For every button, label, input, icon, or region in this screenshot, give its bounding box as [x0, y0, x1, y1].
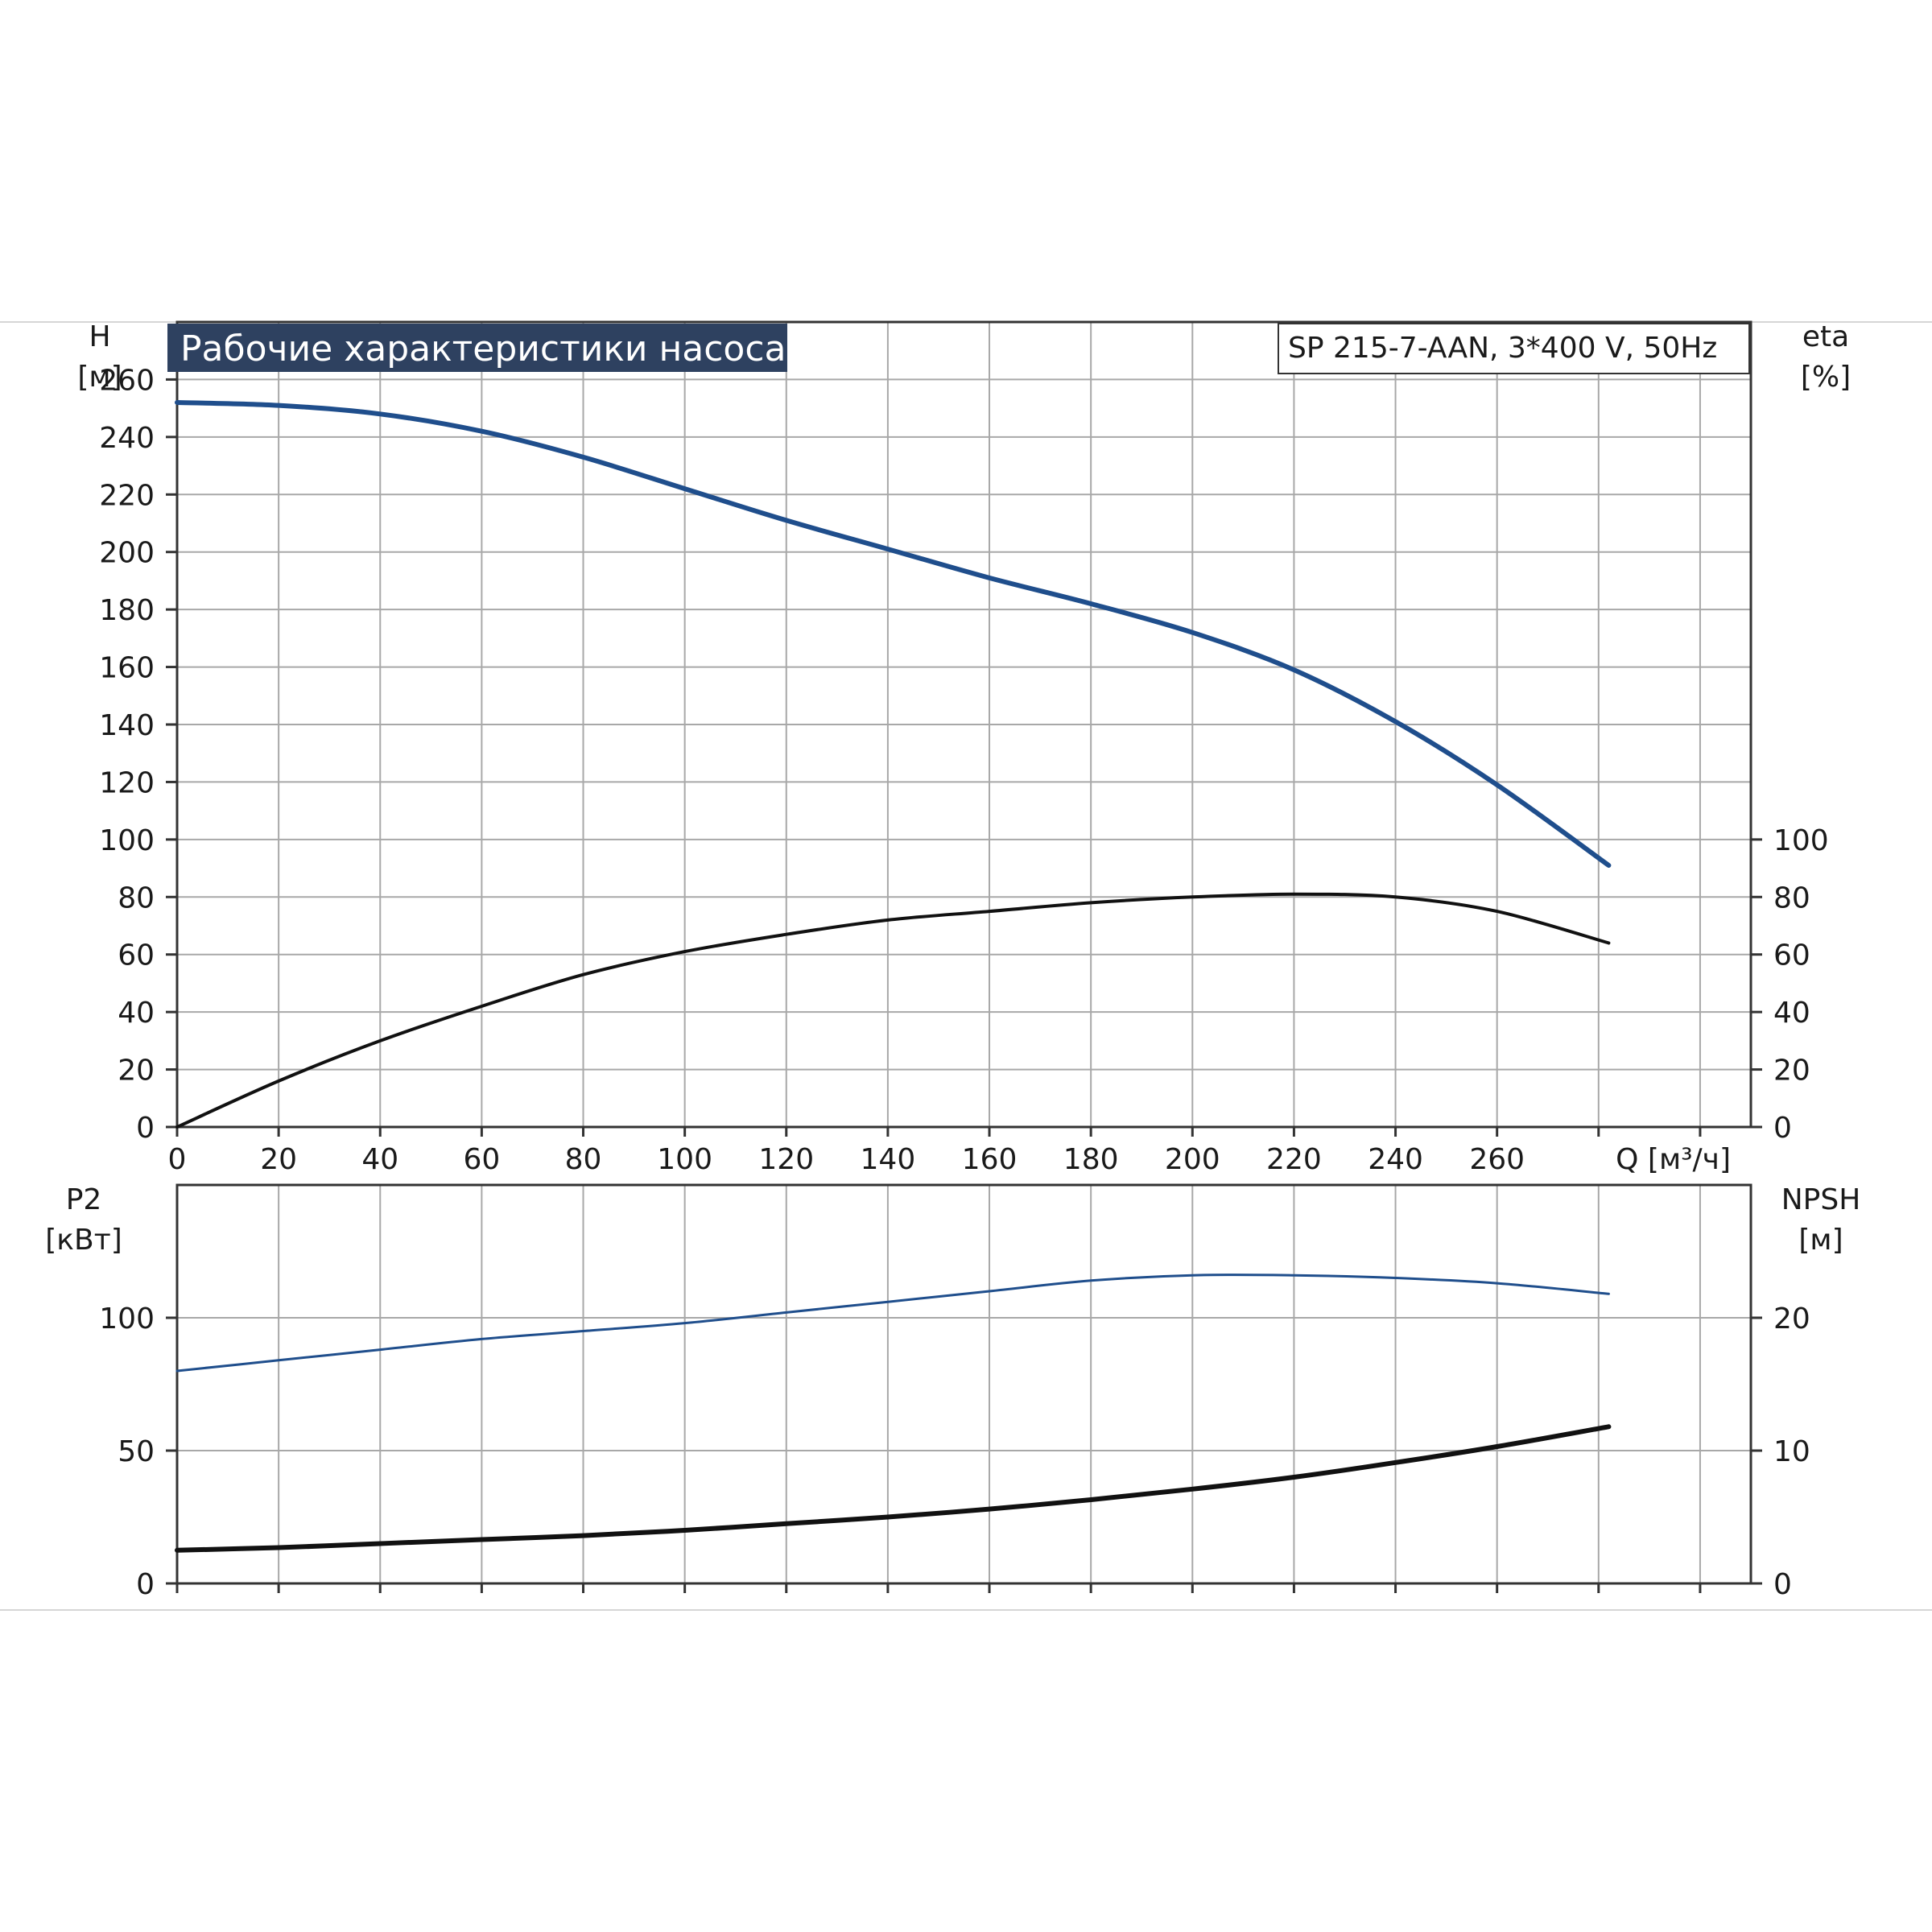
model-box [1278, 323, 1750, 374]
upper-x-tick-label: 220 [1266, 1143, 1322, 1176]
upper-right-tick-label: 80 [1773, 881, 1810, 914]
npsh-axis-unit: [м] [1798, 1224, 1843, 1257]
upper-series-2-line [175, 892, 1611, 1129]
eta-axis-title: eta [1802, 320, 1849, 353]
upper-left-tick-label: 180 [99, 594, 155, 627]
lower-right-tick-label: 0 [1773, 1568, 1792, 1601]
upper-x-tick-label: 200 [1165, 1143, 1220, 1176]
upper-left-tick-label: 40 [118, 997, 155, 1030]
lower-grid [177, 1185, 1751, 1583]
upper-x-tick-label: 20 [260, 1143, 297, 1176]
upper-ticks: 0204060801001201401601802002202402600204… [99, 364, 1828, 1176]
lower-right-tick-label: 10 [1773, 1435, 1810, 1468]
lower-left-tick-label: 0 [136, 1568, 155, 1601]
upper-x-tick-label: 80 [565, 1143, 602, 1176]
upper-left-tick-label: 260 [99, 364, 155, 397]
upper-left-tick-label: 120 [99, 766, 155, 799]
p2-axis-unit: [кВт] [45, 1224, 122, 1257]
lower-left-tick-label: 100 [99, 1302, 155, 1335]
p2-axis-title: P2 [66, 1183, 102, 1216]
eta-axis-unit: [%] [1801, 361, 1851, 394]
chart-title: Рабочие характеристики насоса [180, 328, 786, 369]
lower-plot-frame [175, 1183, 1752, 1585]
upper-x-tick-label: 0 [168, 1143, 187, 1176]
upper-right-tick-label: 20 [1773, 1055, 1810, 1088]
upper-x-tick-label: 240 [1368, 1143, 1423, 1176]
lower-left-tick-label: 50 [118, 1435, 155, 1468]
upper-x-tick-label: 60 [463, 1143, 500, 1176]
upper-x-tick-label: 140 [861, 1143, 916, 1176]
upper-x-tick-label: 100 [657, 1143, 712, 1176]
lower-ticks: 0 50 100 0 10 20 [99, 1302, 1810, 1601]
upper-series [175, 400, 1612, 1129]
q-axis-title: Q [м³/ч] [1616, 1143, 1731, 1176]
lower-series [175, 1274, 1612, 1553]
upper-left-tick-label: 60 [118, 939, 155, 972]
upper-x-tick-label: 40 [361, 1143, 398, 1176]
model-label: SP 215-7-AAN, 3*400 V, 50Hz [1288, 332, 1717, 365]
upper-series-1-line [175, 400, 1612, 868]
upper-x-tick-label: 260 [1469, 1143, 1525, 1176]
upper-right-tick-label: 100 [1773, 824, 1829, 857]
upper-left-tick-label: 240 [99, 422, 155, 455]
upper-left-tick-label: 20 [118, 1055, 155, 1088]
upper-left-tick-label: 160 [99, 652, 155, 685]
upper-left-tick-label: 100 [99, 824, 155, 857]
upper-right-tick-label: 60 [1773, 939, 1810, 972]
lower-series-2-line [175, 1424, 1612, 1553]
lower-series-1-line [175, 1274, 1610, 1373]
lower-chart: 0 50 100 0 10 20 P2 [кВт] NPSH [м] [45, 1183, 1860, 1601]
upper-left-tick-label: 220 [99, 479, 155, 512]
upper-left-tick-label: 200 [99, 537, 155, 570]
upper-grid [177, 322, 1751, 1127]
title-box [167, 324, 787, 372]
upper-left-tick-label: 80 [118, 881, 155, 914]
h-axis-title: H [89, 320, 110, 353]
lower-right-tick-label: 20 [1773, 1302, 1810, 1335]
upper-x-tick-label: 160 [962, 1143, 1018, 1176]
upper-left-tick-label: 140 [99, 709, 155, 742]
h-axis-unit: [м] [77, 361, 122, 394]
upper-chart: 0204060801001201401601802002202402600204… [77, 320, 1851, 1176]
upper-right-tick-label: 40 [1773, 997, 1810, 1030]
upper-left-tick-label: 0 [136, 1112, 155, 1145]
upper-x-tick-label: 180 [1063, 1143, 1119, 1176]
upper-right-tick-label: 0 [1773, 1112, 1792, 1145]
npsh-axis-title: NPSH [1781, 1183, 1861, 1216]
upper-x-tick-label: 120 [758, 1143, 814, 1176]
